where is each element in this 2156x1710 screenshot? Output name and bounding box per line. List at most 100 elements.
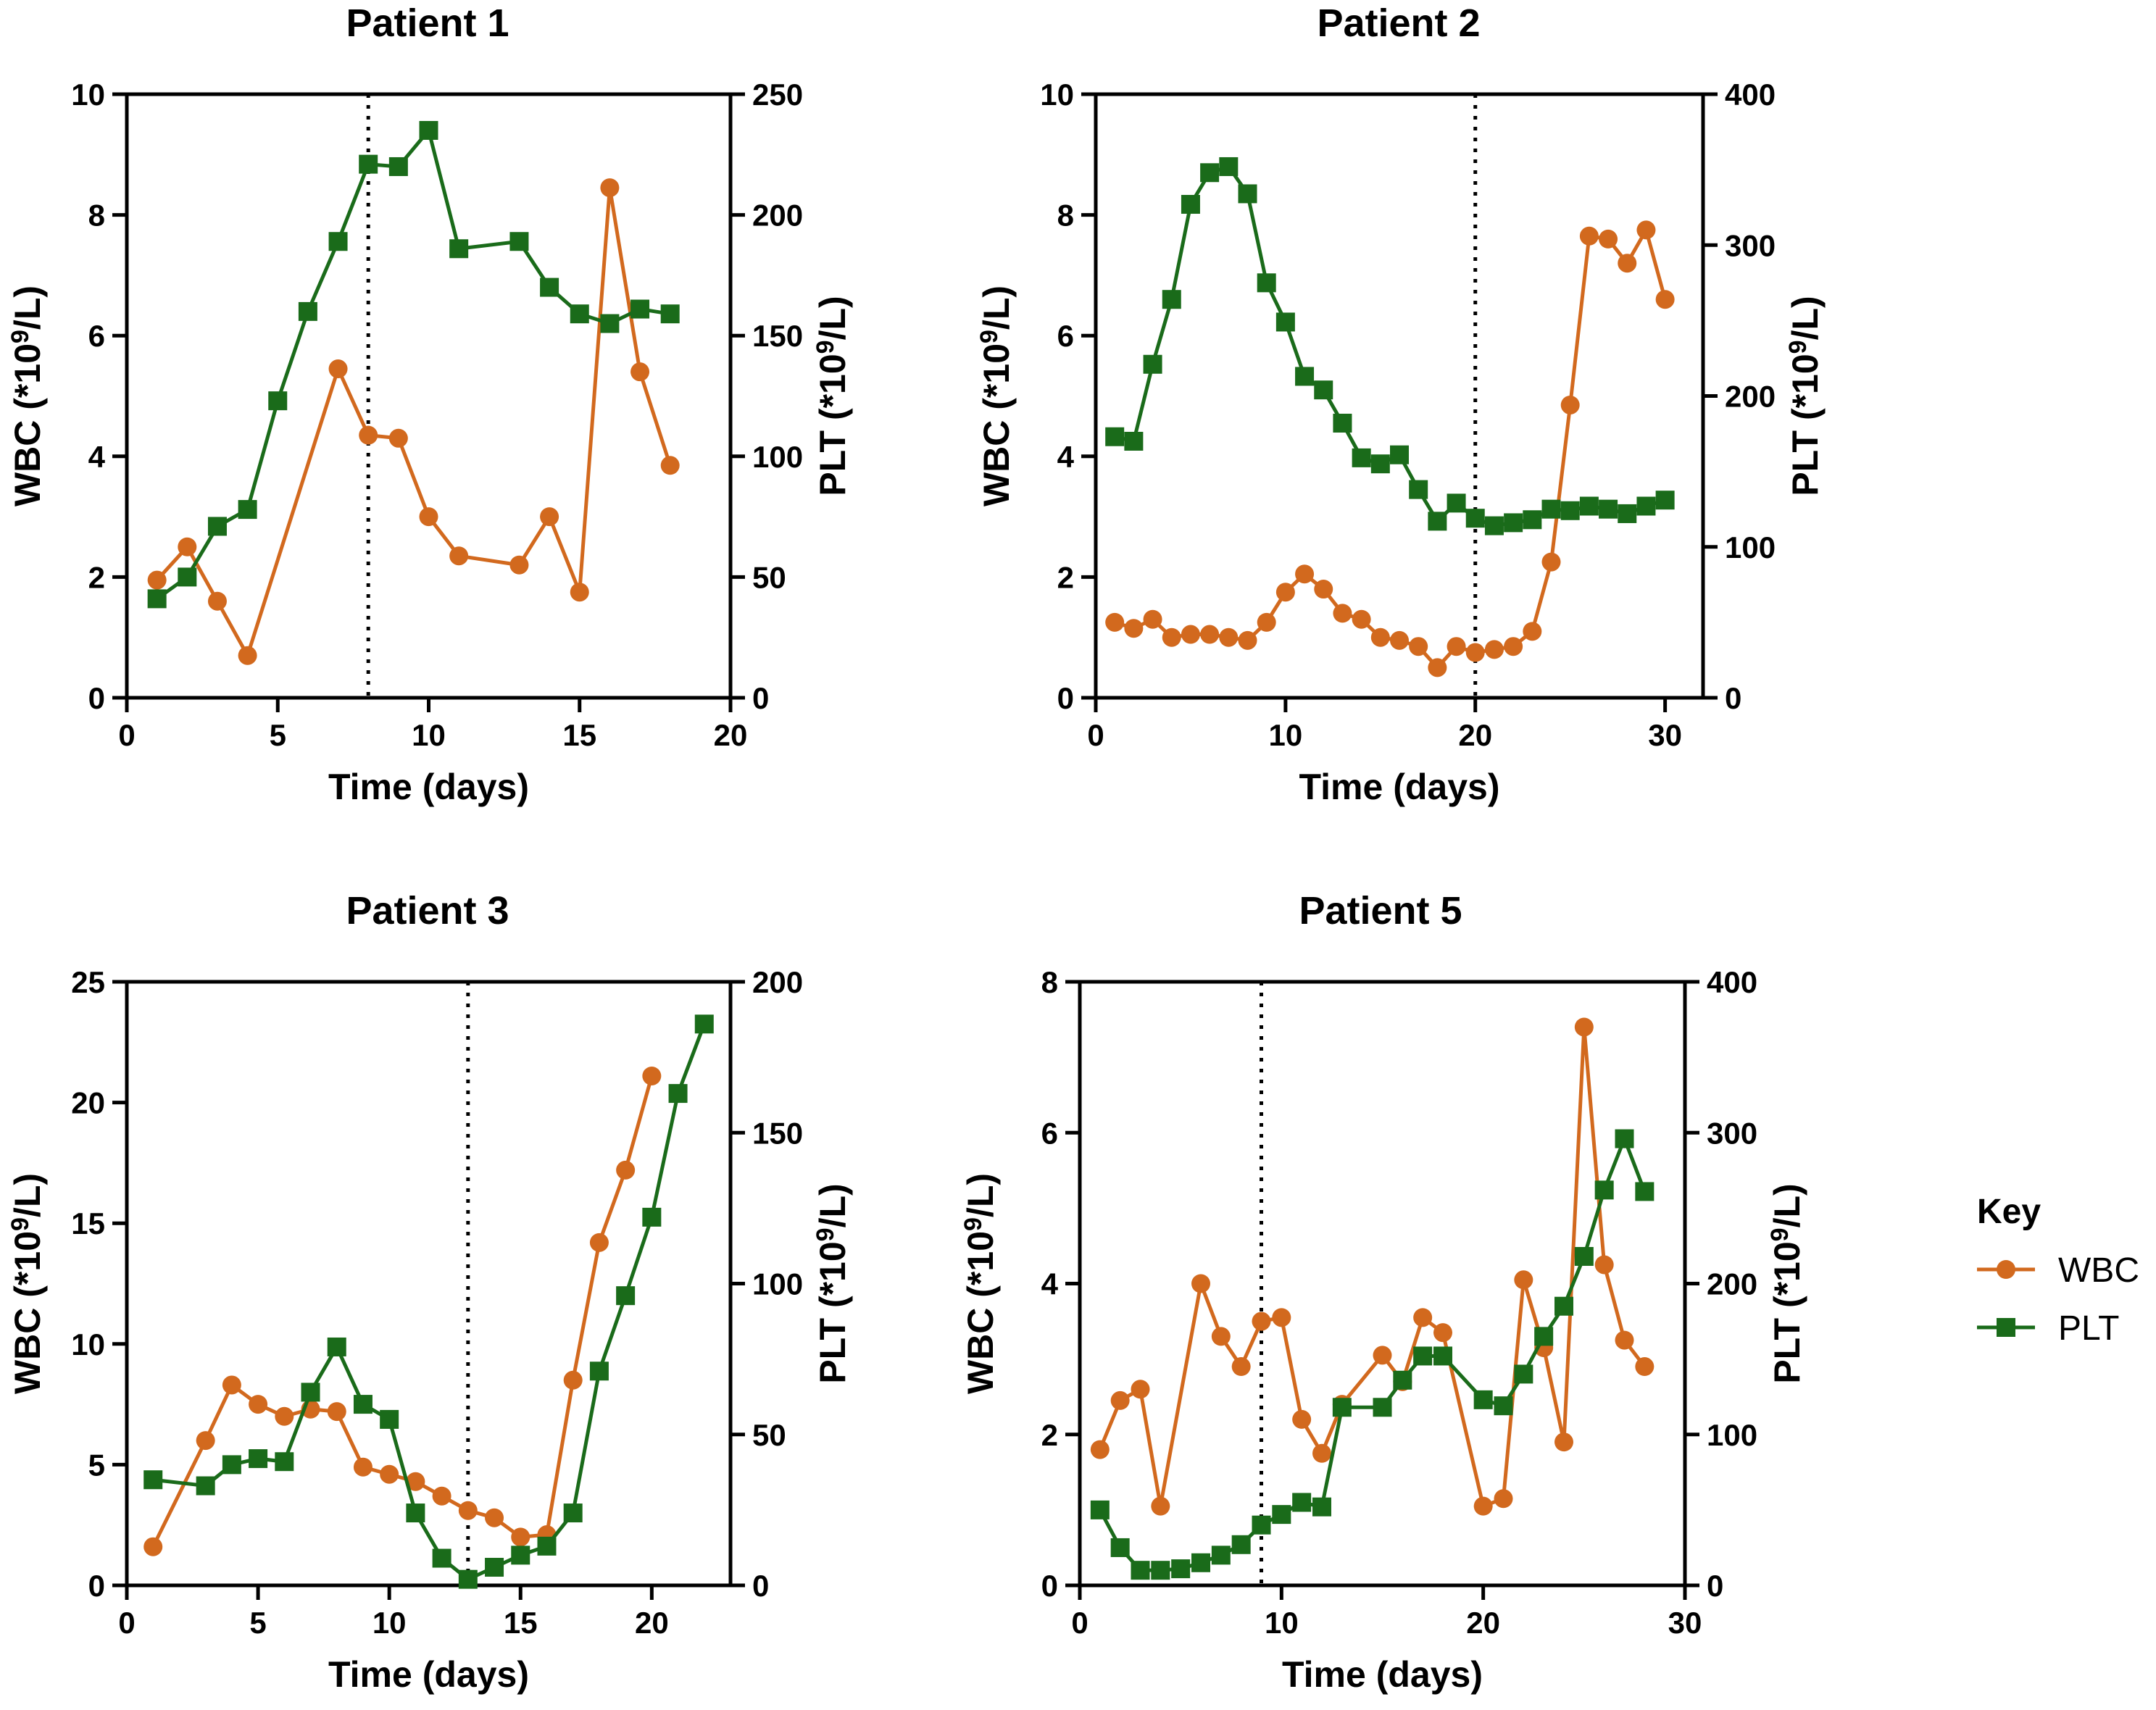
legend-label-plt: PLT: [2058, 1309, 2119, 1348]
wbc-line: [151, 1075, 654, 1548]
plt-point: [1272, 1505, 1291, 1525]
wbc-point: [207, 591, 227, 611]
right-y-tick-label: 300: [1725, 228, 1776, 262]
wbc-point: [1599, 229, 1618, 249]
wbc-point: [1541, 552, 1561, 572]
wbc-point: [1352, 609, 1371, 629]
plt-point: [1447, 493, 1466, 513]
left-y-tick-label: 10: [1040, 78, 1074, 112]
plt-point: [1554, 1296, 1573, 1316]
plt-point: [1541, 499, 1561, 519]
plt-point: [1370, 454, 1390, 474]
right-y-tick-label: 50: [752, 1418, 786, 1452]
wbc-point: [660, 456, 680, 475]
plt-point: [178, 567, 197, 587]
legend: Key WBC PLT: [1977, 1193, 2139, 1348]
plt-point: [143, 1470, 163, 1490]
legend-label-wbc: WBC: [2058, 1251, 2139, 1290]
plt-point: [458, 1569, 478, 1589]
x-tick-label: 20: [635, 1606, 669, 1640]
wbc-point: [570, 583, 589, 602]
wbc-point: [1272, 1308, 1291, 1327]
plt-point: [1238, 184, 1257, 204]
plt-point: [563, 1503, 583, 1523]
right-y-axis-label: PLT (*109/L): [812, 1183, 853, 1383]
plt-point: [1615, 1129, 1634, 1148]
plt-point: [1090, 1500, 1110, 1519]
plt-point: [1110, 1538, 1130, 1557]
plt-point: [1594, 1180, 1614, 1200]
wbc-point: [1655, 290, 1675, 309]
plt-point: [1292, 1493, 1312, 1512]
plt-point: [660, 304, 680, 324]
plt-point: [1295, 367, 1315, 386]
wbc-point: [1636, 220, 1656, 240]
x-tick-label: 20: [1466, 1606, 1500, 1640]
plt-point: [1390, 445, 1409, 464]
plt-point: [600, 314, 620, 333]
wbc-point: [1295, 564, 1315, 584]
plt-point: [509, 232, 529, 251]
plt-point: [694, 1014, 714, 1034]
wbc-point: [1615, 1330, 1634, 1350]
wbc-point: [1110, 1390, 1130, 1410]
wbc-point: [1124, 619, 1144, 638]
plt-point: [1618, 504, 1637, 523]
x-tick-label: 5: [249, 1606, 266, 1640]
plt-point: [1523, 510, 1542, 530]
plt-point: [328, 232, 348, 251]
plt-point: [1534, 1327, 1554, 1346]
wbc-point: [1191, 1274, 1210, 1293]
wbc-point: [178, 537, 197, 556]
wbc-point: [1257, 612, 1276, 632]
wbc-point: [616, 1160, 636, 1180]
plt-point: [419, 120, 438, 140]
left-y-tick-label: 8: [1041, 965, 1058, 999]
plt-point: [1171, 1559, 1191, 1579]
plt-line: [1114, 164, 1666, 528]
left-y-tick-label: 0: [1041, 1569, 1058, 1603]
plt-line: [1098, 1133, 1647, 1572]
wbc-point: [458, 1501, 478, 1520]
plt-point: [1484, 516, 1504, 535]
plt-point: [1560, 501, 1580, 520]
wbc-point: [1314, 580, 1333, 599]
right-y-axis-label: PLT (*109/L): [1766, 1183, 1807, 1383]
wbc-point: [1494, 1489, 1513, 1509]
left-y-axis-label: WBC (*109/L): [7, 285, 48, 506]
wbc-point: [1373, 1346, 1392, 1365]
x-tick-label: 0: [118, 718, 135, 752]
plt-point: [1574, 1247, 1594, 1267]
plt-point: [1191, 1553, 1210, 1572]
right-y-tick-label: 0: [752, 1569, 769, 1603]
plt-point: [540, 278, 559, 297]
wbc-point: [143, 1537, 163, 1556]
wbc-point: [1333, 604, 1352, 623]
x-axis-label: Time (days): [1282, 1654, 1483, 1695]
plt-point: [1219, 157, 1239, 176]
plt-point: [1514, 1364, 1533, 1384]
plt-point: [1504, 513, 1523, 533]
plt-point: [537, 1536, 557, 1556]
wbc-point: [1579, 226, 1599, 246]
plt-point: [147, 589, 167, 609]
left-y-tick-label: 8: [1057, 199, 1074, 233]
plt-point: [298, 301, 317, 321]
wbc-point: [1554, 1432, 1573, 1452]
plt-point: [380, 1409, 399, 1429]
panel-1: Patient 10 5 10 15 200246810050100150200250T…: [7, 1, 853, 807]
plt-point: [359, 154, 378, 174]
plt-point: [1332, 1398, 1352, 1417]
wbc-point: [249, 1395, 268, 1414]
wbc-point: [1409, 637, 1428, 656]
wbc-point: [380, 1464, 399, 1484]
right-y-tick-label: 100: [1707, 1418, 1757, 1452]
plt-point: [249, 1449, 268, 1469]
left-y-tick-label: 4: [1041, 1267, 1059, 1301]
left-y-tick-label: 10: [71, 78, 105, 112]
wbc-point: [1514, 1270, 1533, 1290]
x-tick-label: 0: [118, 1606, 135, 1640]
left-y-tick-label: 2: [88, 560, 105, 594]
x-axis-label: Time (days): [328, 767, 529, 807]
